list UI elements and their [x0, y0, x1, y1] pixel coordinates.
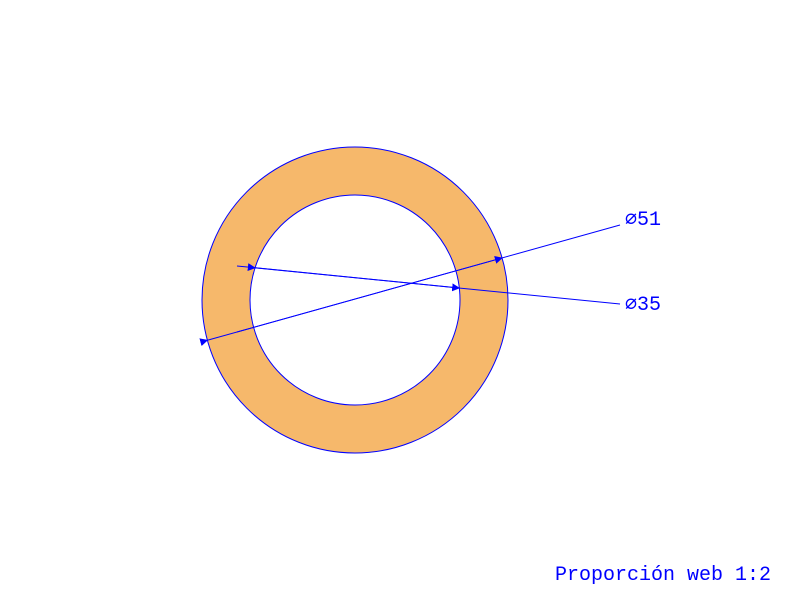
- ring-diagram: ⌀51 ⌀35 Proporción web 1:2: [0, 0, 800, 600]
- outer-diameter-label: ⌀51: [625, 209, 661, 232]
- scale-footer: Proporción web 1:2: [555, 564, 771, 587]
- inner-diameter-label: ⌀35: [625, 294, 661, 317]
- inner-dimension: ⌀35: [237, 266, 661, 317]
- ring-shape: [202, 147, 508, 453]
